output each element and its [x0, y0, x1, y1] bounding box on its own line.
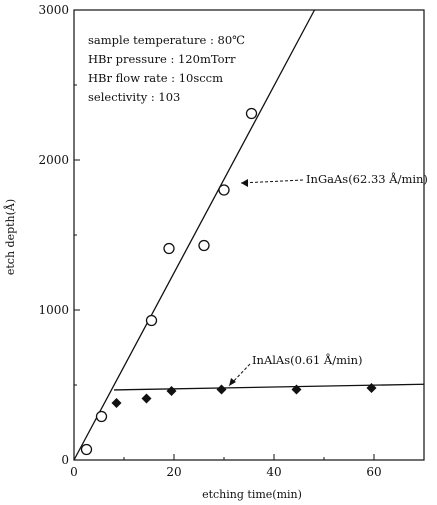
- annotation-ingaas-arrowhead: [241, 179, 248, 187]
- y-tick-label: 0: [61, 453, 69, 467]
- tick-labels: 0 20 40 60 0 1000 2000 3000: [38, 3, 381, 479]
- annotation-inalas: InAlAs(0.61 Å/min): [228, 353, 363, 387]
- info-line-temperature: sample temperature : 80℃: [88, 33, 245, 47]
- x-tick-label: 20: [166, 465, 181, 479]
- data-point-ingaas: [163, 242, 175, 255]
- data-point-inalas: [111, 398, 122, 408]
- data-point-inalas: [216, 384, 227, 395]
- y-tick-label: 3000: [38, 3, 69, 17]
- annotation-ingaas-leader: [240, 179, 304, 184]
- annotation-ingaas-label: InGaAs(62.33 Å/min): [306, 172, 428, 186]
- data-point-inalas: [166, 386, 177, 396]
- info-line-flow-rate: HBr flow rate : 10sccm: [88, 71, 223, 85]
- x-tick-label: 0: [70, 465, 78, 479]
- info-box: sample temperature : 80℃ HBr pressure : …: [88, 33, 245, 104]
- data-point-ingaas: [80, 443, 93, 456]
- y-tick-label: 1000: [38, 303, 69, 317]
- data-point-inalas: [141, 393, 152, 404]
- data-point-ingaas: [95, 410, 108, 423]
- data-point-ingaas: [218, 184, 230, 196]
- data-markers: [80, 107, 377, 456]
- y-axis-title: etch depth(Å): [3, 199, 17, 275]
- data-point-ingaas: [245, 107, 258, 120]
- fit-line-ingaas: [73, 9, 316, 461]
- tick-marks: [73, 9, 375, 461]
- info-line-selectivity: selectivity : 103: [88, 90, 180, 104]
- x-tick-label: 40: [266, 465, 281, 479]
- y-tick-label: 2000: [38, 153, 69, 167]
- data-point-inalas: [291, 384, 302, 395]
- data-point-ingaas: [145, 314, 158, 327]
- x-tick-label: 60: [366, 465, 381, 479]
- annotation-ingaas: InGaAs(62.33 Å/min): [240, 172, 428, 187]
- fit-line-inalas: [113, 383, 425, 391]
- annotation-inalas-arrowhead: [229, 378, 236, 386]
- data-point-ingaas: [198, 239, 210, 252]
- annotation-inalas-label: InAlAs(0.61 Å/min): [252, 353, 363, 367]
- data-point-inalas: [366, 383, 377, 393]
- info-line-pressure: HBr pressure : 120mTorr: [88, 52, 236, 66]
- x-axis-title: etching time(min): [202, 488, 302, 501]
